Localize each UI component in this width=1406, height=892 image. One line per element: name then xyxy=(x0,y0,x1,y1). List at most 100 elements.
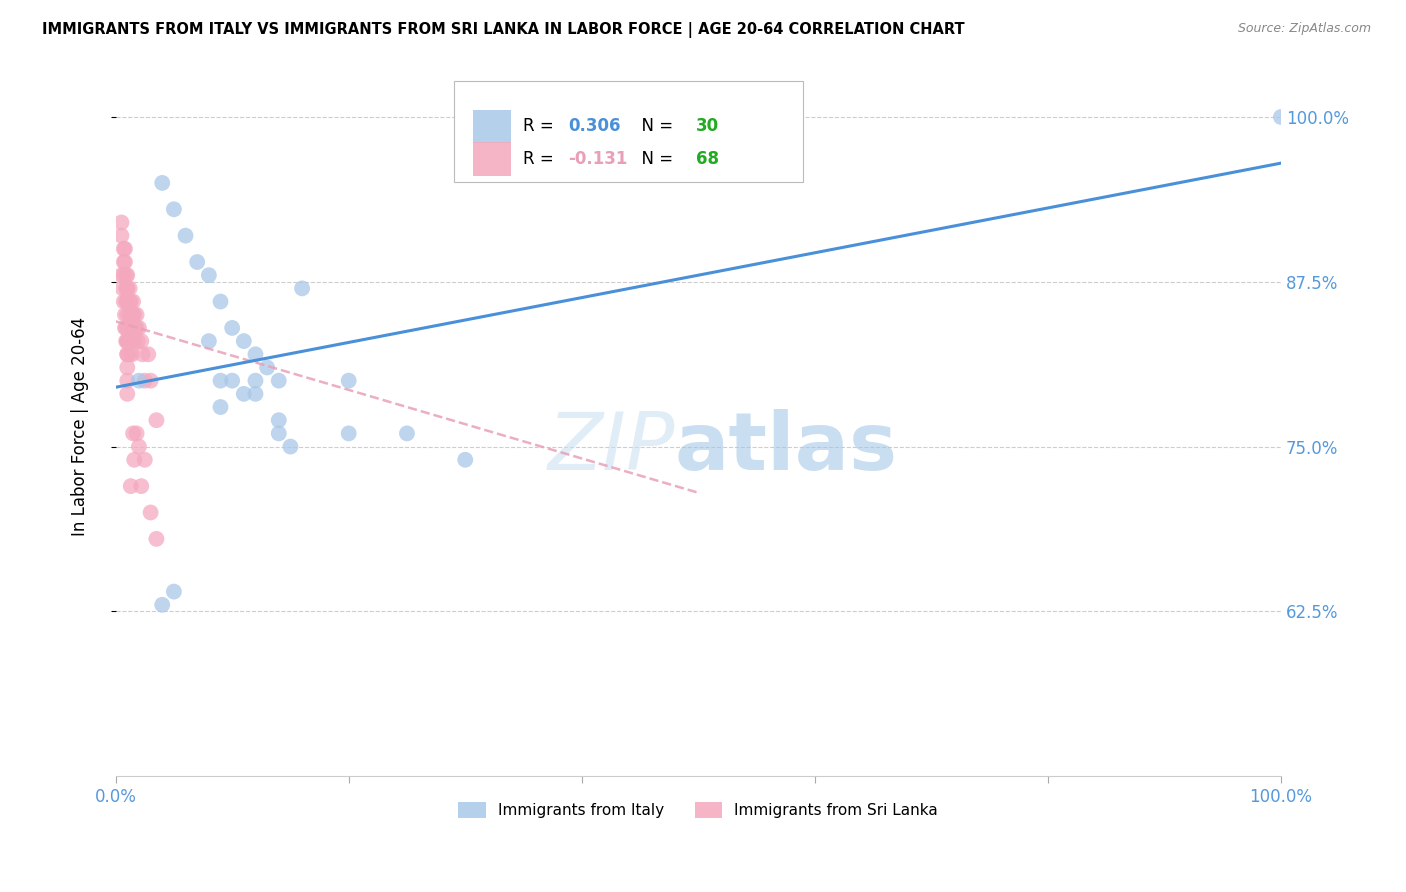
Y-axis label: In Labor Force | Age 20-64: In Labor Force | Age 20-64 xyxy=(72,318,89,536)
Bar xyxy=(474,143,510,176)
Point xyxy=(209,374,232,388)
Text: R =: R = xyxy=(523,118,560,136)
Bar xyxy=(474,110,510,143)
Point xyxy=(118,347,141,361)
Point xyxy=(112,242,135,256)
Point xyxy=(245,387,267,401)
Point xyxy=(232,387,254,401)
Point xyxy=(122,426,145,441)
Point xyxy=(118,294,141,309)
Point xyxy=(124,321,146,335)
Point xyxy=(117,374,139,388)
Point xyxy=(145,413,167,427)
Point xyxy=(117,281,139,295)
Point xyxy=(115,268,138,283)
Point xyxy=(122,334,145,348)
Point xyxy=(131,347,153,361)
Point xyxy=(221,321,243,335)
Point xyxy=(145,532,167,546)
Text: IMMIGRANTS FROM ITALY VS IMMIGRANTS FROM SRI LANKA IN LABOR FORCE | AGE 20-64 CO: IMMIGRANTS FROM ITALY VS IMMIGRANTS FROM… xyxy=(42,22,965,38)
Text: ZIP: ZIP xyxy=(547,409,675,487)
Point xyxy=(245,374,267,388)
Text: 30: 30 xyxy=(696,118,718,136)
Point xyxy=(267,413,290,427)
Point xyxy=(150,598,173,612)
Point xyxy=(111,281,134,295)
Point xyxy=(112,268,135,283)
Point xyxy=(115,294,138,309)
Point xyxy=(124,308,146,322)
Point xyxy=(120,479,142,493)
Point xyxy=(163,584,186,599)
Point xyxy=(128,440,150,454)
Point xyxy=(174,228,197,243)
Point xyxy=(291,281,314,295)
Point xyxy=(125,426,148,441)
Point xyxy=(267,374,290,388)
Point xyxy=(115,334,138,348)
Point xyxy=(114,242,136,256)
Point xyxy=(139,374,162,388)
Point xyxy=(395,426,418,441)
Point xyxy=(128,321,150,335)
Point xyxy=(245,347,267,361)
Point xyxy=(232,334,254,348)
Point xyxy=(110,228,132,243)
Point xyxy=(256,360,278,375)
Legend: Immigrants from Italy, Immigrants from Sri Lanka: Immigrants from Italy, Immigrants from S… xyxy=(453,797,945,824)
Point xyxy=(129,334,152,348)
Point xyxy=(118,334,141,348)
Point xyxy=(117,347,139,361)
Point xyxy=(124,321,146,335)
Point xyxy=(117,294,139,309)
Text: N =: N = xyxy=(631,150,678,169)
Point xyxy=(150,176,173,190)
Point xyxy=(198,334,221,348)
Point xyxy=(120,308,142,322)
Point xyxy=(134,374,156,388)
Point xyxy=(209,294,232,309)
Point xyxy=(454,452,477,467)
Point xyxy=(122,321,145,335)
Point xyxy=(117,334,139,348)
Point xyxy=(117,334,139,348)
Text: R =: R = xyxy=(523,150,560,169)
Point xyxy=(186,255,208,269)
Point xyxy=(117,334,139,348)
Point xyxy=(267,426,290,441)
Text: -0.131: -0.131 xyxy=(568,150,627,169)
Point xyxy=(139,506,162,520)
Point xyxy=(118,281,141,295)
Text: Source: ZipAtlas.com: Source: ZipAtlas.com xyxy=(1237,22,1371,36)
Point xyxy=(129,479,152,493)
Point xyxy=(117,281,139,295)
FancyBboxPatch shape xyxy=(454,81,803,182)
Point xyxy=(121,347,143,361)
Point xyxy=(337,426,360,441)
Point xyxy=(115,281,138,295)
Point xyxy=(117,360,139,375)
Point xyxy=(114,308,136,322)
Point xyxy=(115,321,138,335)
Point xyxy=(110,215,132,229)
Text: 0.306: 0.306 xyxy=(568,118,620,136)
Point xyxy=(209,400,232,414)
Point xyxy=(117,308,139,322)
Point xyxy=(117,294,139,309)
Point xyxy=(112,255,135,269)
Point xyxy=(122,308,145,322)
Point xyxy=(127,334,149,348)
Text: N =: N = xyxy=(631,118,678,136)
Point xyxy=(337,374,360,388)
Point xyxy=(118,308,141,322)
Point xyxy=(117,387,139,401)
Point xyxy=(1270,110,1292,124)
Point xyxy=(110,268,132,283)
Point xyxy=(117,321,139,335)
Point xyxy=(125,321,148,335)
Text: 68: 68 xyxy=(696,150,718,169)
Point xyxy=(124,334,146,348)
Point xyxy=(120,294,142,309)
Point xyxy=(136,347,159,361)
Text: atlas: atlas xyxy=(675,409,898,487)
